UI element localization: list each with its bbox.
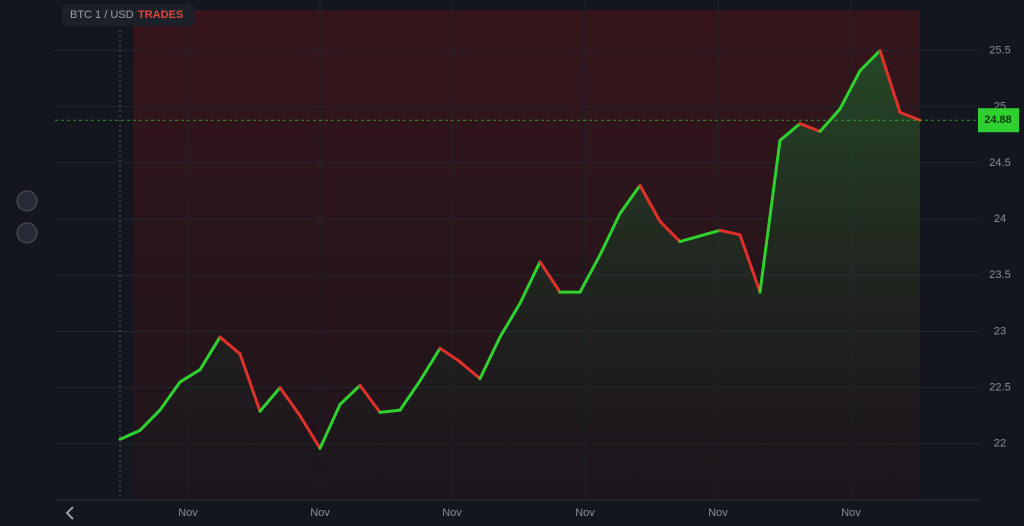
x-tick-label: Nov <box>575 507 595 519</box>
price-segment <box>338 383 362 406</box>
y-tick-label: 22.5 <box>989 382 1010 394</box>
price-segment <box>778 122 802 142</box>
y-tick-label: 24 <box>994 213 1006 225</box>
price-segment <box>738 233 762 294</box>
y-tick-label: 24.5 <box>989 157 1010 169</box>
price-segment <box>258 386 282 413</box>
price-segment <box>758 138 782 294</box>
price-segment <box>698 228 722 238</box>
price-tag-label: 24.88 <box>984 114 1012 126</box>
price-segment <box>578 253 602 294</box>
price-segment <box>458 360 482 381</box>
x-tick-label: Nov <box>442 507 462 519</box>
price-segment <box>638 183 662 223</box>
y-tick-label: 25.5 <box>989 44 1010 56</box>
price-segment <box>218 335 242 356</box>
price-segment <box>278 386 302 418</box>
price-segment <box>378 408 402 414</box>
price-segment <box>838 69 862 111</box>
price-segment <box>398 379 422 412</box>
x-tick-label: Nov <box>708 507 728 519</box>
price-segment <box>138 408 162 432</box>
price-segment <box>298 414 322 450</box>
price-segment <box>318 402 342 450</box>
x-tick-label: Nov <box>310 507 330 519</box>
y-tick-label: 23 <box>994 325 1006 337</box>
price-segment <box>498 301 522 339</box>
price-segment <box>538 260 562 294</box>
price-segment <box>878 49 902 114</box>
plot: 24.88 <box>55 49 1019 500</box>
scroll-left[interactable] <box>65 506 74 520</box>
price-segment <box>678 234 702 244</box>
indicator: TRADES <box>138 9 183 21</box>
legend-box <box>62 4 194 26</box>
price-tag <box>978 108 1019 133</box>
tool-button[interactable] <box>16 190 38 212</box>
price-segment <box>858 49 882 73</box>
price-segment <box>158 380 182 412</box>
price-segment <box>418 346 442 383</box>
price-segment <box>478 335 502 381</box>
price-segment <box>618 183 642 215</box>
symbol: BTC 1 / USD <box>70 9 134 21</box>
price-segment <box>438 346 462 364</box>
price-segment <box>238 352 262 413</box>
y-tick-label: 23.5 <box>989 269 1010 281</box>
price-segment <box>118 428 142 441</box>
area <box>120 50 920 500</box>
price-segment <box>358 383 382 414</box>
price-segment <box>178 368 202 384</box>
price-segment <box>518 260 542 305</box>
price-segment <box>198 335 222 372</box>
x-tick-label: Nov <box>841 507 861 519</box>
price-segment <box>718 228 742 237</box>
y-tick-label: 22 <box>994 438 1006 450</box>
tool-button[interactable] <box>16 222 38 244</box>
price-segment <box>898 110 922 122</box>
price-segment <box>598 211 622 257</box>
price-segment <box>798 122 822 133</box>
price-segment <box>658 219 682 244</box>
x-tick-label: Nov <box>178 507 198 519</box>
